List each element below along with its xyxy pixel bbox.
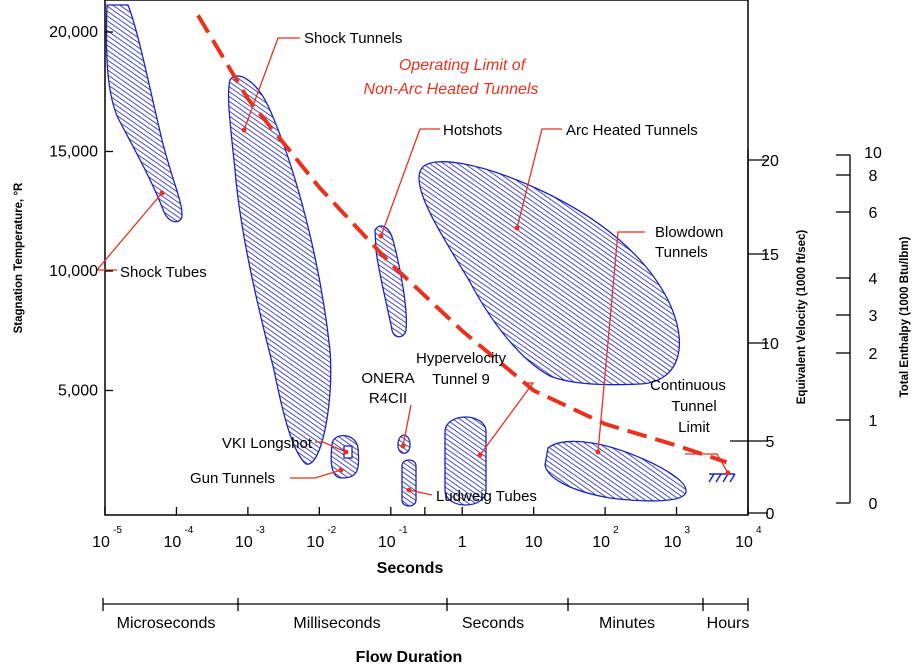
- region-shock-tubes: [105, 4, 183, 223]
- leader-lines: [95, 37, 729, 496]
- x-tick-label: 10: [306, 534, 324, 551]
- label-blowdown-1: Blowdown: [655, 224, 723, 241]
- velocity-tick-label: 5: [766, 434, 775, 451]
- velocity-tick-label: 20: [761, 153, 779, 170]
- region-ludweig: [401, 459, 417, 507]
- enthalpy-tick-label: 10: [864, 145, 882, 162]
- x-tick-exponent: 3: [685, 525, 691, 536]
- y-tick-label: 20,000: [49, 24, 98, 41]
- x-tick-exponent: -1: [399, 525, 408, 536]
- label-op-limit-1: Operating Limit of: [399, 57, 527, 74]
- region-hypervelocity: [444, 416, 487, 506]
- label-blowdown-2: Tunnels: [655, 244, 708, 261]
- y-tick-label: 15,000: [49, 144, 98, 161]
- label-onera-1: ONERA: [361, 370, 414, 387]
- x-tick-label: 10: [592, 534, 610, 551]
- y-axis-ticks: 5,000 10,000 15,000 20,000: [49, 24, 113, 400]
- x-tick-label: 10: [235, 534, 253, 551]
- label-hotshots: Hotshots: [443, 122, 502, 139]
- label-arc-heated: Arc Heated Tunnels: [566, 122, 698, 139]
- label-continuous-2: Tunnel: [671, 398, 716, 415]
- duration-label: Hours: [707, 615, 750, 632]
- label-shock-tubes: Shock Tubes: [120, 264, 207, 281]
- enthalpy-tick-label: 3: [869, 308, 878, 325]
- label-vki: VKI Longshot: [222, 435, 313, 452]
- x-tick-exponent: -4: [184, 525, 193, 536]
- y-tick-label: 10,000: [49, 263, 98, 280]
- label-continuous-1: Continuous: [650, 377, 726, 394]
- operating-limit-curve: [196, 14, 728, 465]
- region-arc-heated: [418, 161, 681, 386]
- duration-scale: Microseconds Milliseconds Seconds Minutes Ho…: [102, 598, 750, 632]
- label-hypervelocity-1: Hypervelocity: [416, 350, 507, 367]
- x-tick-label: 10: [664, 534, 682, 551]
- x-tick-exponent: 4: [756, 525, 762, 536]
- label-ludweig: Ludweig Tubes: [436, 488, 537, 505]
- x-tick-label: 1: [458, 534, 467, 551]
- enthalpy-tick-label: 0: [869, 496, 878, 513]
- x-tick-label: 10: [525, 534, 543, 551]
- x-tick-exponent: -5: [113, 525, 122, 536]
- x-tick-label: 10: [164, 534, 182, 551]
- x-tick-exponent: 2: [613, 525, 619, 536]
- label-shock-tunnels: Shock Tunnels: [304, 30, 402, 47]
- duration-title: Flow Duration: [356, 649, 463, 666]
- region-blowdown: [544, 440, 687, 502]
- label-continuous-3: Limit: [678, 419, 711, 436]
- velocity-axis-title: Equivalent Velocity (1000 ft/sec): [796, 230, 808, 405]
- continuous-limit-marker: [708, 473, 736, 483]
- x-axis-title: Seconds: [377, 560, 444, 577]
- duration-label: Minutes: [599, 615, 655, 632]
- regions: [105, 4, 687, 507]
- x-tick-exponent: -2: [327, 525, 336, 536]
- x-tick-label: 10: [92, 534, 110, 551]
- y-axis-title: Stagnation Temperature, °R: [13, 182, 25, 333]
- label-op-limit-2: Non-Arc Heated Tunnels: [364, 81, 539, 98]
- velocity-tick-label: 15: [761, 247, 779, 264]
- enthalpy-tick-label: 2: [869, 346, 878, 363]
- leader-dots: [159, 127, 731, 493]
- velocity-tick-label: 0: [766, 506, 775, 523]
- label-onera-2: R4CII: [369, 390, 407, 407]
- duration-label: Milliseconds: [293, 615, 380, 632]
- label-gun-tunnels: Gun Tunnels: [190, 470, 275, 487]
- duration-label: Seconds: [462, 615, 524, 632]
- enthalpy-axis-title: Total Enthalpy (1000 Btu/lbm): [899, 236, 911, 397]
- enthalpy-tick-label: 6: [869, 205, 878, 222]
- enthalpy-tick-label: 4: [869, 271, 878, 288]
- velocity-axis: 20 15 10 5 0: [730, 150, 779, 523]
- region-hotshots: [374, 225, 407, 338]
- x-tick-label: 10: [378, 534, 396, 551]
- enthalpy-tick-label: 1: [869, 413, 878, 430]
- duration-label: Microseconds: [117, 615, 216, 632]
- plot-frame: [104, 0, 749, 516]
- velocity-tick-label: 10: [761, 336, 779, 353]
- y-tick-label: 5,000: [58, 383, 98, 400]
- region-shock-tunnels: [227, 75, 332, 465]
- x-tick-exponent: -3: [256, 525, 265, 536]
- enthalpy-tick-label: 8: [869, 168, 878, 185]
- x-tick-label: 10: [735, 534, 753, 551]
- label-hypervelocity-2: Tunnel 9: [432, 371, 490, 388]
